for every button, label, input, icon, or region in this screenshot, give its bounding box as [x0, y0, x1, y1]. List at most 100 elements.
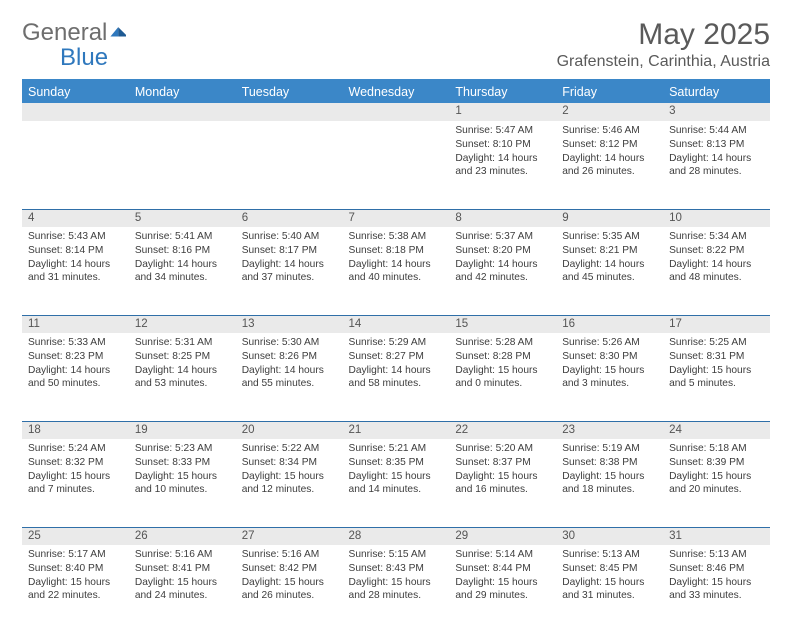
day-number-cell [343, 103, 450, 121]
day-number-cell: 17 [663, 315, 770, 333]
day-cell: Sunrise: 5:44 AMSunset: 8:13 PMDaylight:… [663, 121, 770, 209]
day-cell: Sunrise: 5:21 AMSunset: 8:35 PMDaylight:… [343, 439, 450, 527]
day-content: Sunrise: 5:30 AMSunset: 8:26 PMDaylight:… [236, 333, 343, 395]
day-number-cell: 6 [236, 209, 343, 227]
day-content: Sunrise: 5:19 AMSunset: 8:38 PMDaylight:… [556, 439, 663, 501]
day-content: Sunrise: 5:13 AMSunset: 8:46 PMDaylight:… [663, 545, 770, 607]
location: Grafenstein, Carinthia, Austria [557, 53, 770, 71]
day-cell: Sunrise: 5:47 AMSunset: 8:10 PMDaylight:… [449, 121, 556, 209]
day-content: Sunrise: 5:18 AMSunset: 8:39 PMDaylight:… [663, 439, 770, 501]
day-cell: Sunrise: 5:13 AMSunset: 8:45 PMDaylight:… [556, 545, 663, 633]
day-cell: Sunrise: 5:40 AMSunset: 8:17 PMDaylight:… [236, 227, 343, 315]
header: GeneralBlue May 2025 Grafenstein, Carint… [22, 18, 770, 71]
day-content: Sunrise: 5:16 AMSunset: 8:42 PMDaylight:… [236, 545, 343, 607]
day-number-cell: 28 [343, 527, 450, 545]
day-cell: Sunrise: 5:23 AMSunset: 8:33 PMDaylight:… [129, 439, 236, 527]
day-content: Sunrise: 5:34 AMSunset: 8:22 PMDaylight:… [663, 227, 770, 289]
day-number-cell: 19 [129, 421, 236, 439]
day-content: Sunrise: 5:46 AMSunset: 8:12 PMDaylight:… [556, 121, 663, 183]
day-cell: Sunrise: 5:24 AMSunset: 8:32 PMDaylight:… [22, 439, 129, 527]
day-cell: Sunrise: 5:16 AMSunset: 8:42 PMDaylight:… [236, 545, 343, 633]
day-number-cell: 24 [663, 421, 770, 439]
day-cell: Sunrise: 5:43 AMSunset: 8:14 PMDaylight:… [22, 227, 129, 315]
day-cell: Sunrise: 5:33 AMSunset: 8:23 PMDaylight:… [22, 333, 129, 421]
day-content: Sunrise: 5:15 AMSunset: 8:43 PMDaylight:… [343, 545, 450, 607]
week-row: Sunrise: 5:24 AMSunset: 8:32 PMDaylight:… [22, 439, 770, 527]
day-cell: Sunrise: 5:14 AMSunset: 8:44 PMDaylight:… [449, 545, 556, 633]
day-content: Sunrise: 5:41 AMSunset: 8:16 PMDaylight:… [129, 227, 236, 289]
day-cell: Sunrise: 5:34 AMSunset: 8:22 PMDaylight:… [663, 227, 770, 315]
week-row: Sunrise: 5:43 AMSunset: 8:14 PMDaylight:… [22, 227, 770, 315]
day-content: Sunrise: 5:47 AMSunset: 8:10 PMDaylight:… [449, 121, 556, 183]
day-cell [236, 121, 343, 209]
day-number-cell: 25 [22, 527, 129, 545]
day-number-cell: 29 [449, 527, 556, 545]
day-cell: Sunrise: 5:30 AMSunset: 8:26 PMDaylight:… [236, 333, 343, 421]
day-content: Sunrise: 5:24 AMSunset: 8:32 PMDaylight:… [22, 439, 129, 501]
day-cell [129, 121, 236, 209]
day-cell: Sunrise: 5:28 AMSunset: 8:28 PMDaylight:… [449, 333, 556, 421]
day-cell: Sunrise: 5:22 AMSunset: 8:34 PMDaylight:… [236, 439, 343, 527]
calendar-page: GeneralBlue May 2025 Grafenstein, Carint… [0, 0, 792, 643]
calendar-table: Sunday Monday Tuesday Wednesday Thursday… [22, 81, 770, 633]
day-number-cell: 20 [236, 421, 343, 439]
day-cell [343, 121, 450, 209]
daynum-row: 123 [22, 103, 770, 121]
day-content: Sunrise: 5:37 AMSunset: 8:20 PMDaylight:… [449, 227, 556, 289]
weekday-header: Thursday [449, 81, 556, 103]
day-content: Sunrise: 5:29 AMSunset: 8:27 PMDaylight:… [343, 333, 450, 395]
day-number-cell: 22 [449, 421, 556, 439]
day-cell: Sunrise: 5:46 AMSunset: 8:12 PMDaylight:… [556, 121, 663, 209]
day-number-cell: 26 [129, 527, 236, 545]
weekday-header: Sunday [22, 81, 129, 103]
day-content: Sunrise: 5:44 AMSunset: 8:13 PMDaylight:… [663, 121, 770, 183]
day-number-cell: 10 [663, 209, 770, 227]
day-number-cell: 5 [129, 209, 236, 227]
day-number-cell: 3 [663, 103, 770, 121]
day-number-cell: 15 [449, 315, 556, 333]
day-number-cell: 14 [343, 315, 450, 333]
day-content: Sunrise: 5:17 AMSunset: 8:40 PMDaylight:… [22, 545, 129, 607]
day-cell: Sunrise: 5:17 AMSunset: 8:40 PMDaylight:… [22, 545, 129, 633]
day-content: Sunrise: 5:40 AMSunset: 8:17 PMDaylight:… [236, 227, 343, 289]
logo-icon [109, 18, 129, 43]
day-content: Sunrise: 5:13 AMSunset: 8:45 PMDaylight:… [556, 545, 663, 607]
logo: GeneralBlue [22, 18, 129, 70]
day-number-cell: 23 [556, 421, 663, 439]
day-number-cell: 8 [449, 209, 556, 227]
day-content: Sunrise: 5:21 AMSunset: 8:35 PMDaylight:… [343, 439, 450, 501]
weekday-header: Wednesday [343, 81, 450, 103]
day-number-cell: 2 [556, 103, 663, 121]
day-content: Sunrise: 5:33 AMSunset: 8:23 PMDaylight:… [22, 333, 129, 395]
weekday-header: Tuesday [236, 81, 343, 103]
weekday-header: Saturday [663, 81, 770, 103]
weekday-header-row: Sunday Monday Tuesday Wednesday Thursday… [22, 81, 770, 103]
day-number-cell: 18 [22, 421, 129, 439]
day-number-cell: 1 [449, 103, 556, 121]
day-number-cell: 30 [556, 527, 663, 545]
day-number-cell: 13 [236, 315, 343, 333]
day-number-cell: 12 [129, 315, 236, 333]
day-number-cell: 31 [663, 527, 770, 545]
day-cell [22, 121, 129, 209]
day-content: Sunrise: 5:25 AMSunset: 8:31 PMDaylight:… [663, 333, 770, 395]
day-cell: Sunrise: 5:38 AMSunset: 8:18 PMDaylight:… [343, 227, 450, 315]
day-cell: Sunrise: 5:26 AMSunset: 8:30 PMDaylight:… [556, 333, 663, 421]
day-content: Sunrise: 5:26 AMSunset: 8:30 PMDaylight:… [556, 333, 663, 395]
week-row: Sunrise: 5:17 AMSunset: 8:40 PMDaylight:… [22, 545, 770, 633]
day-content: Sunrise: 5:28 AMSunset: 8:28 PMDaylight:… [449, 333, 556, 395]
day-number-cell: 4 [22, 209, 129, 227]
day-number-cell: 16 [556, 315, 663, 333]
day-number-cell: 21 [343, 421, 450, 439]
title-block: May 2025 Grafenstein, Carinthia, Austria [557, 18, 770, 71]
weekday-header: Monday [129, 81, 236, 103]
month-title: May 2025 [557, 18, 770, 51]
day-cell: Sunrise: 5:41 AMSunset: 8:16 PMDaylight:… [129, 227, 236, 315]
day-content: Sunrise: 5:14 AMSunset: 8:44 PMDaylight:… [449, 545, 556, 607]
day-content: Sunrise: 5:16 AMSunset: 8:41 PMDaylight:… [129, 545, 236, 607]
daynum-row: 45678910 [22, 209, 770, 227]
day-cell: Sunrise: 5:25 AMSunset: 8:31 PMDaylight:… [663, 333, 770, 421]
day-content: Sunrise: 5:35 AMSunset: 8:21 PMDaylight:… [556, 227, 663, 289]
logo-text-2: Blue [22, 44, 108, 71]
day-number-cell: 27 [236, 527, 343, 545]
